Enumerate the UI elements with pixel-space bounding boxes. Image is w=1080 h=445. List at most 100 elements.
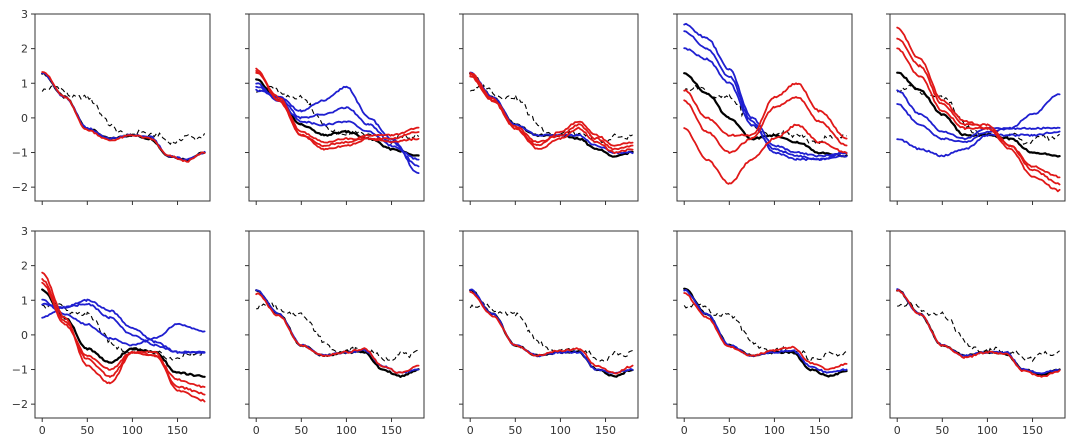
panel-row1-col1: −2 −1 0 1 2 3 (12, 8, 211, 205)
x-tick-label: 100 (977, 424, 998, 437)
plot-area (683, 22, 848, 185)
series-line-red (41, 271, 206, 403)
series-line-black (683, 287, 848, 378)
panel-row2-col2: 0 50 100 150 (245, 230, 425, 437)
plot-area (255, 289, 420, 378)
series-line-black (469, 288, 634, 378)
reference-dashed-line (42, 302, 205, 361)
x-tick-label: 100 (764, 424, 785, 437)
x-tick-label: 50 (80, 424, 94, 437)
y-tick-label: 3 (21, 8, 28, 21)
panel-row2-col1: 0 50 100 150 −2 −1 0 1 2 3 (12, 225, 211, 437)
series-line-black (41, 71, 206, 162)
y-tick-label: 2 (21, 260, 28, 273)
x-tick-label: 100 (336, 424, 357, 437)
x-tick-label: 0 (894, 424, 901, 437)
series-line-blue (41, 302, 206, 354)
x-tick-label: 100 (550, 424, 571, 437)
series-line-red (683, 292, 848, 371)
series-line-blue (683, 22, 848, 158)
plot-area (683, 287, 848, 378)
series-line-red (255, 67, 420, 151)
x-tick-label: 0 (681, 424, 688, 437)
y-tick-label: −1 (12, 364, 28, 377)
series-line-blue (896, 89, 1061, 141)
reference-dashed-line (683, 302, 847, 362)
plot-area (896, 288, 1061, 378)
axes-frame (462, 230, 639, 419)
plot-area (41, 71, 206, 163)
x-tick-label: 0 (39, 424, 46, 437)
y-tick-label: 1 (21, 77, 28, 90)
x-tick-label: 150 (595, 424, 616, 437)
panel-row2-col3: 0 50 100 150 (459, 230, 639, 437)
series-line-red (255, 72, 420, 144)
y-tick-label: −1 (12, 147, 28, 160)
series-line-red (41, 278, 206, 396)
series-line-red (896, 47, 1061, 179)
panel-row1-col4 (673, 13, 853, 205)
series-line-red (683, 96, 848, 154)
plot-area (255, 67, 420, 174)
axes-frame (676, 230, 853, 419)
series-line-blue (255, 289, 420, 374)
series-line-red (469, 72, 634, 151)
reference-dashed-line (897, 301, 1060, 363)
plot-area (469, 71, 634, 158)
axes-frame (34, 13, 211, 202)
series-line-blue (683, 289, 848, 374)
axes-frame (248, 230, 425, 419)
x-tick-label: 50 (935, 424, 949, 437)
axes-frame (34, 230, 211, 419)
series-line-blue (683, 30, 848, 162)
series-line-black (469, 72, 634, 158)
axes-frame (889, 13, 1066, 202)
series-line-black (896, 289, 1061, 377)
y-tick-label: −2 (12, 181, 28, 194)
y-tick-label: 0 (21, 112, 28, 125)
x-tick-label: 100 (122, 424, 143, 437)
reference-dashed-line (469, 83, 633, 144)
series-line-red (683, 123, 848, 185)
axes-frame (248, 13, 425, 202)
series-line-red (469, 290, 634, 375)
panel-row1-col3 (459, 13, 639, 205)
x-tick-label: 150 (809, 424, 830, 437)
series-line-red (255, 292, 420, 374)
series-line-red (896, 289, 1061, 378)
series-line-blue (41, 298, 206, 347)
plot-area (896, 26, 1061, 193)
series-line-red (41, 281, 206, 389)
x-tick-label: 50 (508, 424, 522, 437)
x-tick-label: 0 (467, 424, 474, 437)
series-line-red (469, 75, 634, 155)
y-tick-label: 1 (21, 294, 28, 307)
plot-area (41, 271, 206, 403)
panel-row2-col5: 0 50 100 150 (886, 230, 1066, 437)
reference-dashed-line (41, 85, 206, 146)
panel-row1-col5 (886, 13, 1066, 205)
series-line-blue (41, 72, 206, 161)
series-line-red (683, 82, 848, 140)
y-tick-label: 2 (21, 43, 28, 56)
x-tick-label: 150 (167, 424, 188, 437)
series-line-red (896, 37, 1061, 186)
axes-frame (462, 13, 639, 202)
series-line-blue (896, 288, 1061, 375)
y-tick-label: 3 (21, 225, 28, 238)
x-tick-label: 50 (722, 424, 736, 437)
x-tick-label: 50 (294, 424, 308, 437)
series-line-red (41, 71, 206, 163)
series-line-black (255, 289, 420, 378)
plot-area (469, 288, 634, 378)
y-tick-label: 0 (21, 329, 28, 342)
series-line-blue (683, 47, 848, 161)
axes-frame (676, 13, 853, 202)
y-tick-label: −2 (12, 398, 28, 411)
panel-row2-col4: 0 50 100 150 (673, 230, 853, 437)
x-tick-label: 0 (253, 424, 260, 437)
reference-dashed-line (256, 301, 419, 362)
x-tick-label: 150 (381, 424, 402, 437)
axes-frame (889, 230, 1066, 419)
